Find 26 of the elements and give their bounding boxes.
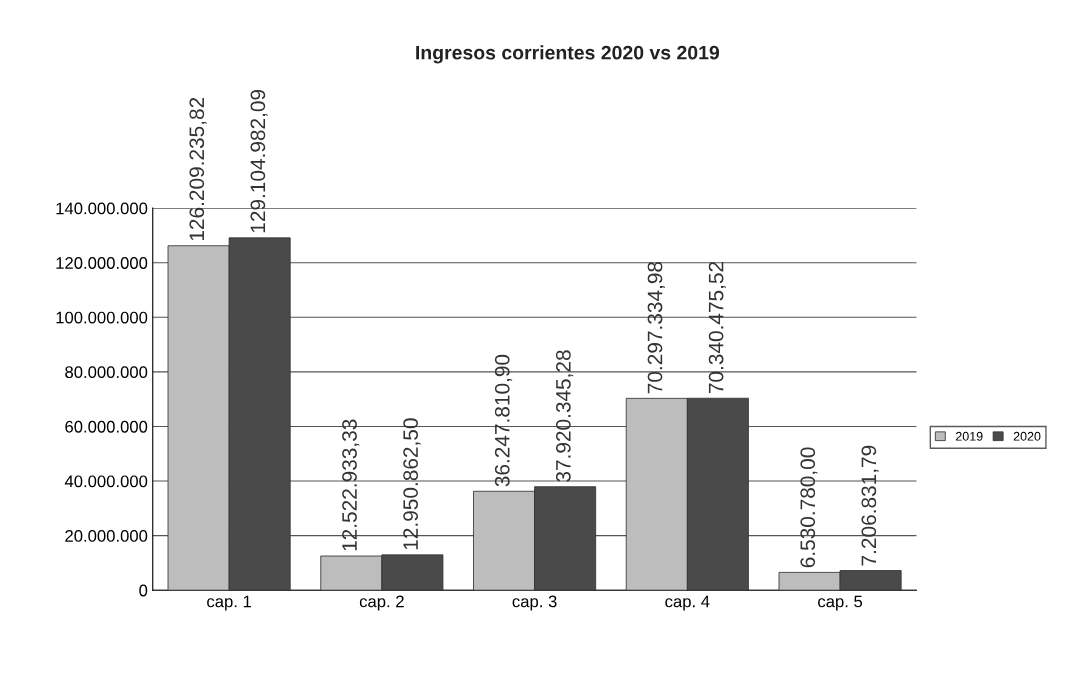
data-label: 129.104.982,09 <box>250 89 268 233</box>
y-tick-label: 100.000.000 <box>56 311 148 324</box>
y-tick-label: 20.000.000 <box>65 530 148 542</box>
y-tick-label: 120.000.000 <box>56 257 148 269</box>
data-label: 6.530.780,00 <box>800 447 818 568</box>
data-label: 12.522.933,33 <box>342 419 360 551</box>
data-label: 12.950.862,50 <box>403 418 421 550</box>
x-tick-label: cap. 5 <box>818 595 863 611</box>
data-label: 70.340.475,52 <box>708 261 726 394</box>
x-tick-label: cap. 1 <box>207 595 251 611</box>
y-tick-label: 140.000.000 <box>56 202 148 215</box>
x-tick-label: cap. 3 <box>512 595 557 611</box>
x-tick-label: cap. 4 <box>665 595 710 611</box>
y-tick-label: 0 <box>139 584 148 597</box>
chart-title: Ingresos corrientes 2020 vs 2019 <box>416 45 720 64</box>
y-tick-label: 60.000.000 <box>65 420 148 433</box>
data-label: 126.209.235,82 <box>189 97 207 241</box>
data-label: 37.920.345,28 <box>555 350 574 482</box>
y-tick-label: 40.000.000 <box>64 475 148 488</box>
data-label: 7.206.831,79 <box>861 445 879 566</box>
x-tick-label: cap. 2 <box>359 595 404 611</box>
data-label: 36.247.810,90 <box>494 354 513 487</box>
legend-label: 2020 <box>1013 431 1041 441</box>
y-tick-label: 80.000.000 <box>65 366 148 379</box>
legend-label: 2019 <box>955 431 983 441</box>
data-label: 70.297.334,98 <box>647 261 665 394</box>
